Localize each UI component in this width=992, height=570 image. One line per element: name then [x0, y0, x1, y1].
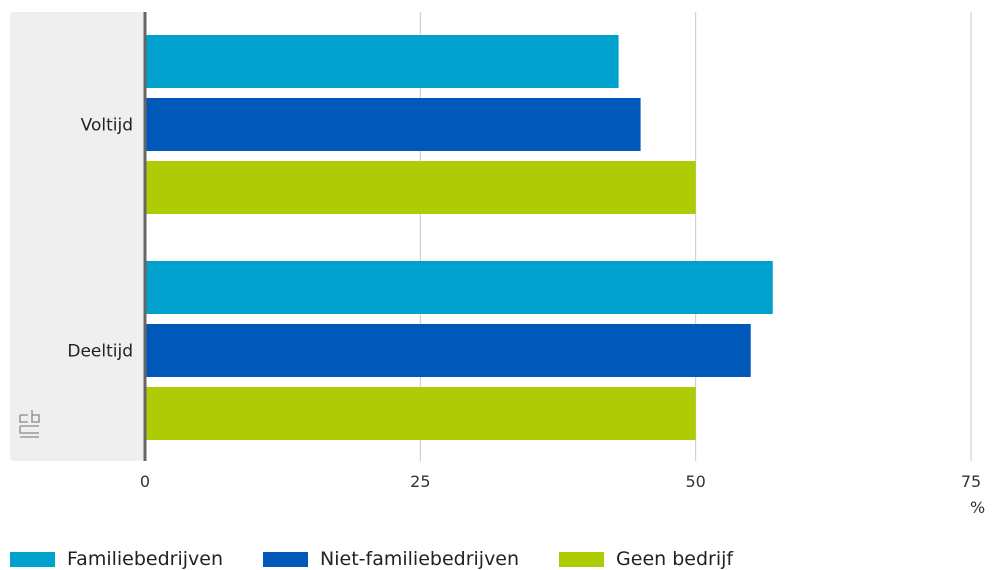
bar-geen-bedrijf-deeltijd — [145, 387, 696, 440]
x-tick-label: 75 — [961, 472, 981, 491]
legend-swatch — [10, 551, 55, 567]
bar-niet-familiebedrijven-voltijd — [145, 98, 641, 151]
bar-niet-familiebedrijven-deeltijd — [145, 324, 751, 377]
legend-item: Geen bedrijf — [559, 548, 733, 570]
bars — [145, 35, 773, 440]
legend-swatch — [559, 551, 605, 567]
category-label: Deeltijd — [67, 342, 133, 362]
legend: Familiebedrijven Niet-familiebedrijven Gee… — [10, 548, 773, 570]
category-labels: Voltijd Deeltijd — [67, 116, 133, 362]
legend-item: Niet-familiebedrijven — [263, 548, 519, 570]
category-label: Voltijd — [81, 116, 133, 136]
x-tick-label: 50 — [685, 472, 705, 491]
legend-label: Geen bedrijf — [616, 548, 734, 570]
legend-item: Familiebedrijven — [10, 548, 223, 570]
legend-label: Familiebedrijven — [67, 548, 224, 570]
cbs-logo-icon — [19, 410, 40, 438]
bar-familiebedrijven-deeltijd — [145, 261, 773, 314]
x-tick-label: 25 — [410, 472, 430, 491]
legend-label: Niet-familiebedrijven — [320, 548, 520, 570]
x-axis-unit: % — [970, 498, 986, 517]
bar-familiebedrijven-voltijd — [145, 35, 619, 88]
bar-geen-bedrijf-voltijd — [145, 161, 696, 214]
x-tick-labels: 0 25 50 75 — [140, 472, 981, 491]
category-panel — [10, 12, 145, 461]
legend-swatch — [263, 551, 309, 567]
x-tick-label: 0 — [140, 472, 150, 491]
